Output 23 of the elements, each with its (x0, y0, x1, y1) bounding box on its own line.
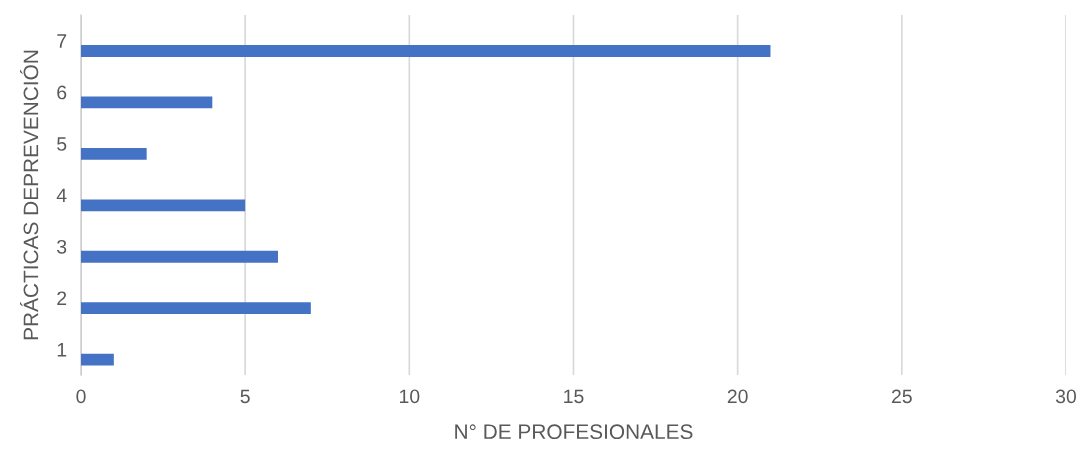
y-tick-label: 1 (57, 343, 67, 357)
y-tick-label: 5 (57, 137, 67, 151)
x-tick-label: 20 (727, 389, 748, 404)
bar (81, 250, 278, 263)
y-tick-label: 2 (57, 291, 67, 305)
x-tick-label: 0 (76, 389, 86, 404)
x-axis-title: N° DE PROFESIONALES (455, 424, 693, 440)
bar (81, 45, 771, 57)
bar (81, 353, 114, 366)
bar (81, 302, 311, 315)
x-tick-label: 25 (891, 389, 912, 404)
x-tick-label: 5 (240, 389, 250, 404)
y-tick-label: 7 (57, 34, 67, 48)
x-tick-label: 30 (1055, 389, 1077, 404)
y-tick-label: 6 (57, 85, 67, 100)
y-tick-label: 3 (57, 239, 67, 254)
y-tick-label: 4 (56, 188, 67, 203)
x-tick-label: 10 (399, 389, 420, 404)
x-tick-label: 15 (564, 389, 584, 404)
bar (81, 199, 246, 212)
bar (81, 96, 213, 109)
bar (81, 147, 147, 160)
y-axis-title: PRÁCTICAS DEPREVENCIÓN (20, 50, 39, 340)
